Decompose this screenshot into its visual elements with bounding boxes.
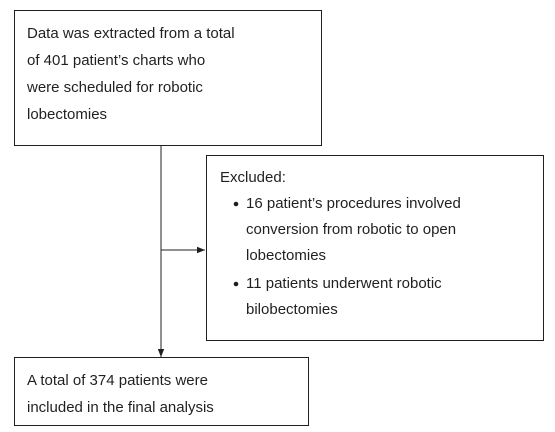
box-final <box>14 357 309 426</box>
bullet <box>233 281 239 287</box>
box-excluded <box>206 155 544 341</box>
box-heading: Excluded: <box>220 169 286 186</box>
list-text: conversion from robotic to open <box>246 221 456 238</box>
list-text: 16 patient’s procedures involved <box>246 195 461 212</box>
list-text: lobectomies <box>246 247 326 264</box>
box-text: included in the final analysis <box>27 399 214 416</box>
bullet <box>233 201 239 207</box>
box-source <box>14 10 322 146</box>
box-text: A total of 374 patients were <box>27 372 208 389</box>
box-text: of 401 patient’s charts who <box>27 52 205 69</box>
list-text: bilobectomies <box>246 301 338 318</box>
box-text: Data was extracted from a total <box>27 25 235 42</box>
box-text: were scheduled for robotic <box>26 79 203 96</box>
box-text: lobectomies <box>27 106 107 123</box>
list-text: 11 patients underwent robotic <box>246 275 442 292</box>
